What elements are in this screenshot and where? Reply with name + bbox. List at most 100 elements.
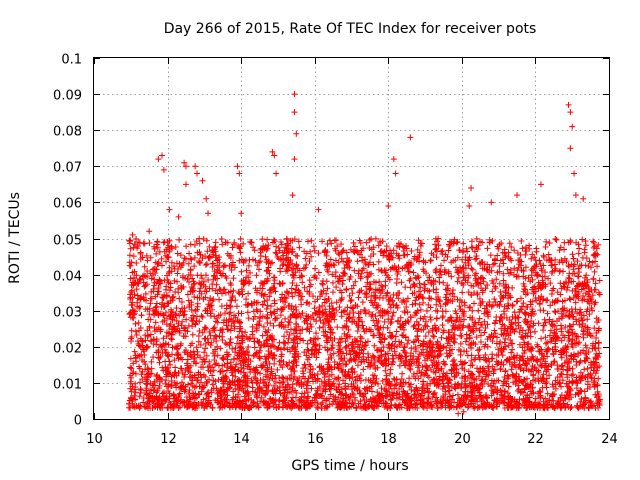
data-point [574,273,581,280]
data-point [363,283,370,290]
data-point [196,235,203,242]
data-point [297,314,304,321]
data-point [358,287,365,294]
data-point [456,303,463,310]
data-point [297,396,304,403]
data-point [327,385,334,392]
data-point [174,270,181,277]
data-point [399,370,406,377]
data-point [542,244,549,251]
data-point [357,372,364,379]
data-point [286,331,293,338]
data-point [416,252,423,259]
data-point [311,372,318,379]
data-point [424,277,431,284]
data-point [396,255,403,262]
data-point [372,279,379,286]
data-point [265,326,272,333]
data-point [424,365,431,372]
data-point [386,370,393,377]
data-point [579,297,586,304]
data-point [314,385,321,392]
data-point [261,298,268,305]
data-point [178,365,185,372]
data-point [546,318,553,325]
data-point [220,354,227,361]
data-point [319,387,326,394]
data-point [510,379,517,386]
data-point [383,381,390,388]
data-point [571,330,578,337]
data-point [173,346,180,353]
data-point [555,365,562,372]
data-point [155,400,162,407]
data-point [281,387,288,394]
data-point [335,401,342,408]
data-point [587,332,594,339]
data-point [277,361,284,368]
data-point [595,316,602,323]
data-point [304,356,311,363]
data-point [235,340,242,347]
data-point [404,362,411,369]
data-point [509,326,516,333]
data-point [437,271,444,278]
data-point [333,237,340,244]
data-point [191,263,198,270]
data-point [190,312,197,319]
data-point [310,274,317,281]
data-point [245,290,252,297]
data-point [509,362,516,369]
data-point [228,369,235,376]
data-point [413,318,420,325]
data-point [128,334,135,341]
data-point [239,382,246,389]
data-point [448,273,455,280]
data-point [189,331,196,338]
data-point [450,240,457,247]
data-point [266,377,273,384]
data-point [362,310,369,317]
data-point [339,248,346,255]
data-point [307,321,314,328]
data-point [442,361,449,368]
data-point [439,402,446,409]
data-point [214,352,221,359]
data-point [501,339,508,346]
data-point [510,354,517,361]
data-point [359,299,366,306]
data-point [595,404,602,411]
data-point [284,362,291,369]
data-point [270,403,277,410]
data-point [552,377,559,384]
data-point [557,322,564,329]
data-point [378,268,385,275]
data-point [427,316,434,323]
data-point [490,261,497,268]
data-point [166,358,173,365]
data-point [417,401,424,408]
data-point [317,288,324,295]
data-point [188,256,195,263]
data-point [152,304,159,311]
data-point [282,340,289,347]
data-point [334,243,341,250]
data-point [577,306,584,313]
data-point [204,364,211,371]
data-point [467,304,474,311]
data-point [232,373,239,380]
data-point [302,255,309,262]
data-point [398,339,405,346]
data-point [453,372,460,379]
data-point [268,312,275,319]
data-point [434,404,441,411]
data-point [486,368,493,375]
data-point [330,313,337,320]
data-point [261,353,268,360]
data-point [490,302,496,309]
data-point [585,371,592,378]
data-point [158,303,165,310]
data-point [278,353,285,360]
data-point [383,400,390,407]
data-point [485,380,492,387]
